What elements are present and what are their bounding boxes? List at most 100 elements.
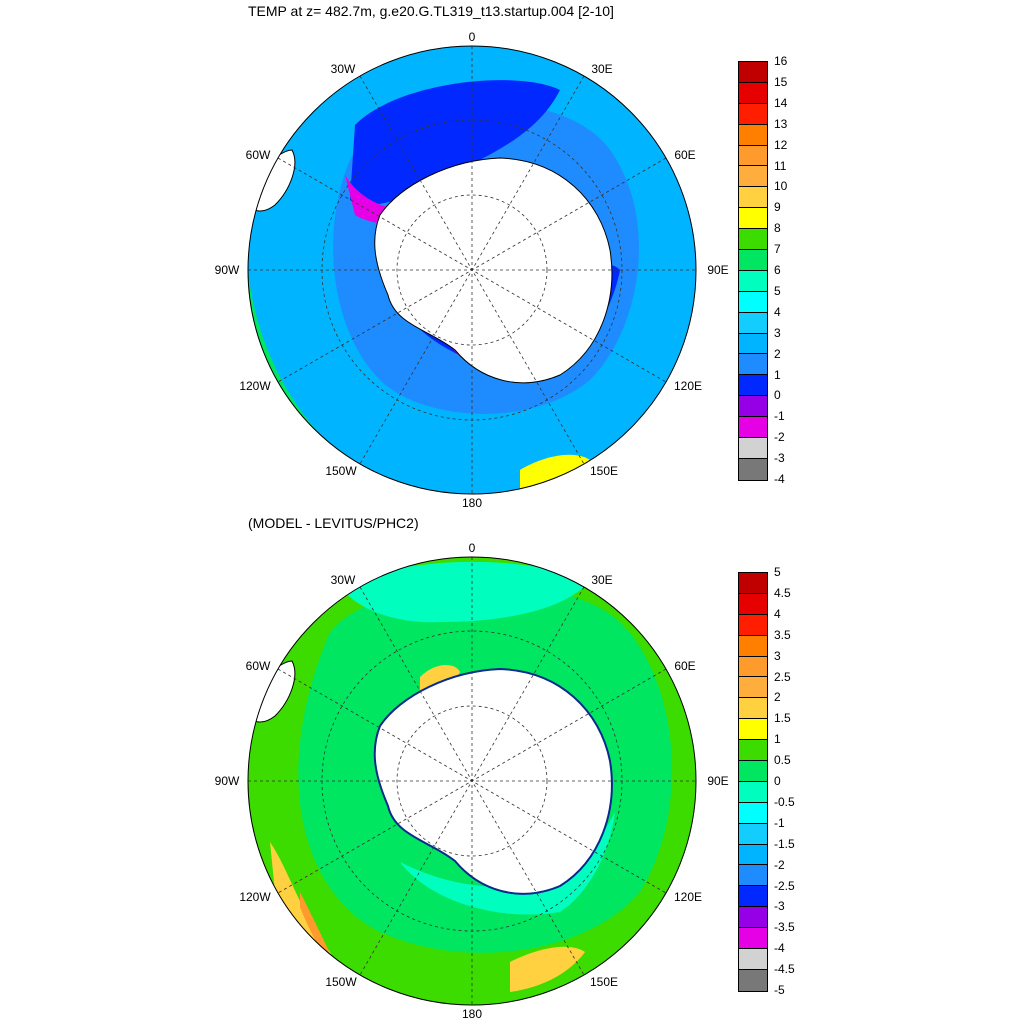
lon-label-0: 0 xyxy=(468,541,476,555)
colorbar-swatch xyxy=(739,614,767,636)
colorbar-tick-label: 2.5 xyxy=(774,669,791,684)
colorbar-swatch xyxy=(739,145,767,167)
colorbar-swatch xyxy=(739,573,767,594)
colorbar-swatch xyxy=(739,969,767,991)
colorbar-swatch xyxy=(739,333,767,355)
colorbar-tick-label: -2 xyxy=(774,857,785,872)
colorbar-swatch xyxy=(739,886,767,908)
colorbar-swatch xyxy=(739,291,767,313)
colorbar-swatch xyxy=(739,761,767,782)
colorbar-swatch xyxy=(739,949,767,970)
colorbar-swatch xyxy=(739,719,767,741)
colorbar-tick-label: 0.5 xyxy=(774,753,791,768)
shelf-cold-water xyxy=(350,80,560,205)
colorbar-tick-label: 0 xyxy=(774,388,781,403)
colorbar-tick-label: 6 xyxy=(774,263,781,277)
lon-label-150e: 150E xyxy=(589,464,619,478)
lon-label-180: 180 xyxy=(461,1007,483,1021)
colorbar-tick-label: -3 xyxy=(774,451,785,466)
colorbar-tick-label: -4.5 xyxy=(774,962,795,977)
colorbar-swatch xyxy=(739,82,767,104)
graticule-meridians xyxy=(248,557,696,1005)
lon-label-120w: 120W xyxy=(239,379,271,393)
colorbar-tick-label: -5 xyxy=(774,983,785,997)
colorbar-tick-label: -1 xyxy=(774,409,785,424)
colorbar-swatch xyxy=(739,907,767,929)
lon-label-0: 0 xyxy=(468,30,476,44)
colorbar-swatch xyxy=(739,187,767,209)
colorbar-swatch xyxy=(739,375,767,397)
colorbar-swatch xyxy=(739,103,767,125)
colorbar-tick-label: 2 xyxy=(774,690,781,705)
colorbar-tick-label: 12 xyxy=(774,137,788,152)
warm-anomaly xyxy=(510,946,585,992)
lon-label-30e: 30E xyxy=(591,62,613,76)
colorbar-tick-label: 7 xyxy=(774,242,781,257)
colorbar-swatch xyxy=(739,438,767,459)
colorbar-swatch xyxy=(739,740,767,762)
colorbar-swatch xyxy=(739,354,767,376)
lon-label-60e: 60E xyxy=(674,659,696,673)
colorbar-tick-label: 4 xyxy=(774,606,781,621)
colorbar-tick-label: -4 xyxy=(774,472,785,486)
colorbar-tick-label: 16 xyxy=(774,54,788,68)
antarctica-land xyxy=(373,667,613,895)
colorbar-swatch xyxy=(739,698,767,720)
colorbar-tick-label: -3.5 xyxy=(774,920,795,935)
colorbar-swatch xyxy=(739,844,767,866)
lon-label-60w: 60W xyxy=(245,659,271,673)
colorbar-swatch xyxy=(739,166,767,188)
lon-label-120e: 120E xyxy=(673,890,703,904)
colorbar-tick-label: 3 xyxy=(774,648,781,663)
colorbar-tick-label: 4.5 xyxy=(774,585,791,600)
colorbar-tick-label: 1.5 xyxy=(774,711,791,726)
lon-label-60w: 60W xyxy=(245,148,271,162)
polar-map xyxy=(247,556,697,1006)
lon-label-30w: 30W xyxy=(330,62,356,76)
lon-label-120w: 120W xyxy=(239,890,271,904)
colorbar-tick-label: -2.5 xyxy=(774,878,795,893)
colorbar-tick-label: 13 xyxy=(774,116,788,131)
colorbar-tick-label: -4 xyxy=(774,941,785,956)
colorbar-tick-label: 10 xyxy=(774,179,788,194)
colorbar-tick-label: 4 xyxy=(774,304,781,319)
lon-label-30w: 30W xyxy=(330,573,356,587)
colorbar-tick-label: 3.5 xyxy=(774,627,791,642)
map-border xyxy=(247,556,697,1006)
colorbar-tick-label: -3 xyxy=(774,899,785,914)
colorbar-swatch xyxy=(739,865,767,887)
lon-label-90w: 90W xyxy=(214,774,240,788)
graticule-meridians xyxy=(248,46,696,494)
colorbar-tick-label: -2 xyxy=(774,430,785,445)
colorbar-tick-label: 3 xyxy=(774,325,781,340)
colorbar-tick-label: 5 xyxy=(774,565,781,579)
colorbar-tick-label: 1 xyxy=(774,732,781,747)
lon-label-150e: 150E xyxy=(589,975,619,989)
colorbar-swatch xyxy=(739,208,767,230)
map-border xyxy=(247,45,697,495)
colorbar xyxy=(738,61,768,481)
colorbar-tick-label: -1.5 xyxy=(774,836,795,851)
colorbar-swatch xyxy=(739,250,767,271)
lon-label-60e: 60E xyxy=(674,148,696,162)
colorbar-tick-label: 9 xyxy=(774,200,781,215)
antarctica-land xyxy=(374,157,613,384)
colorbar-swatch xyxy=(739,124,767,146)
colorbar-swatch xyxy=(739,677,767,699)
colorbar-swatch xyxy=(739,593,767,615)
colorbar-tick-label: 8 xyxy=(774,221,781,236)
colorbar-swatch xyxy=(739,396,767,418)
colorbar-tick-label: 15 xyxy=(774,74,788,89)
lon-label-90e: 90E xyxy=(707,263,729,277)
lon-label-90w: 90W xyxy=(214,263,240,277)
colorbar-swatch xyxy=(739,781,767,803)
panel-title: TEMP at z= 482.7m, g.e20.G.TL319_t13.sta… xyxy=(248,3,614,19)
colorbar-swatch xyxy=(739,270,767,292)
colorbar-tick-label: -0.5 xyxy=(774,794,795,809)
colorbar-swatch xyxy=(739,802,767,824)
lon-label-180: 180 xyxy=(461,496,483,510)
colorbar-tick-label: 11 xyxy=(774,158,787,173)
negative-band xyxy=(340,561,590,623)
colorbar-tick-label: -1 xyxy=(774,815,785,830)
difference-panel: (MODEL - LEVITUS/PHC2) xyxy=(0,512,1024,1024)
